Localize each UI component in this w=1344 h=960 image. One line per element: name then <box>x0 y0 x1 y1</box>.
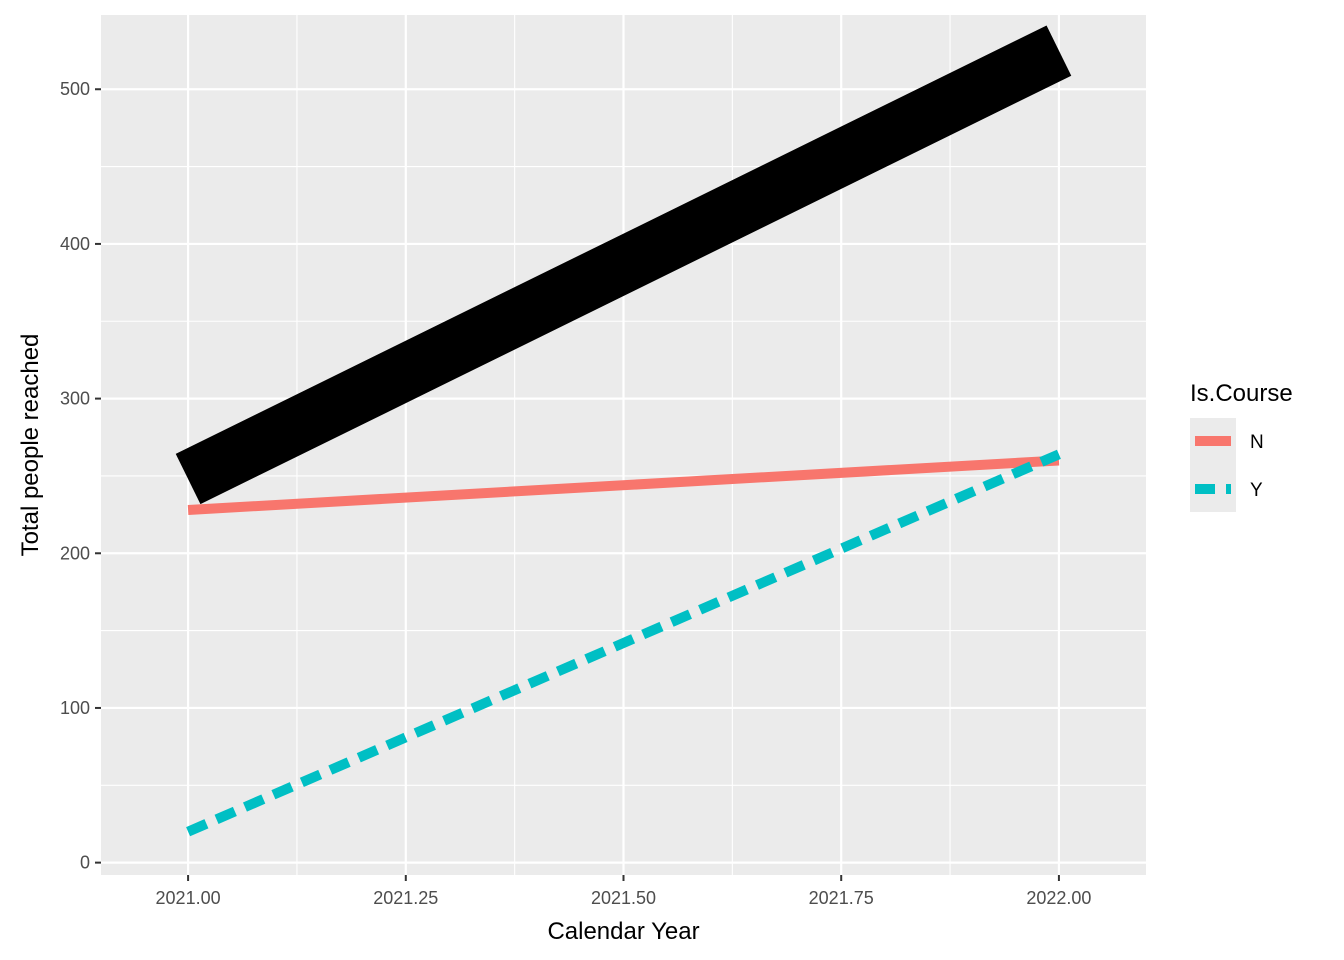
y-tick-label: 100 <box>60 698 90 718</box>
x-axis-ticks: 2021.00 2021.25 2021.50 2021.75 2022.00 <box>156 875 1091 908</box>
series-lines <box>175 25 1072 837</box>
legend-label-y: Y <box>1250 480 1263 501</box>
y-axis-ticks: 0 100 200 300 400 500 <box>60 79 101 873</box>
y-tick-label: 0 <box>80 853 90 873</box>
x-tick-label: 2022.00 <box>1026 888 1091 908</box>
y-tick-label: 400 <box>60 234 90 254</box>
x-tick-label: 2021.75 <box>809 888 874 908</box>
x-tick-label: 2021.25 <box>373 888 438 908</box>
series-line-n <box>187 455 1060 515</box>
legend: Is.Course NY <box>1190 380 1293 512</box>
legend-title: Is.Course <box>1190 380 1293 407</box>
legend-keys-background <box>1190 418 1236 512</box>
x-tick-label: 2021.00 <box>156 888 221 908</box>
y-axis-title: Total people reached <box>17 334 44 557</box>
y-tick-label: 300 <box>60 389 90 409</box>
x-tick-label: 2021.50 <box>591 888 656 908</box>
x-axis-title: Calendar Year <box>547 918 699 945</box>
legend-items: NY <box>1195 432 1264 501</box>
legend-label-n: N <box>1250 432 1264 453</box>
y-tick-label: 500 <box>60 79 90 99</box>
y-tick-label: 200 <box>60 543 90 563</box>
series-line-y <box>186 449 1061 837</box>
total-trend-line <box>175 25 1072 505</box>
